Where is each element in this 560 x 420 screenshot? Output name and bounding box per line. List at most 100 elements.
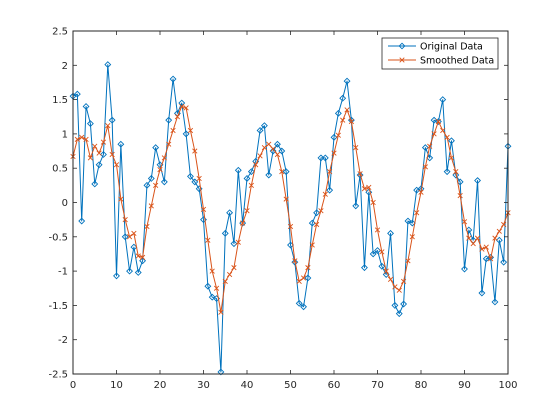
data-point-original-data — [343, 77, 351, 85]
data-point-original-data — [369, 250, 377, 258]
data-point-original-data — [86, 120, 94, 128]
data-point-original-data — [121, 233, 129, 241]
data-point-smoothed-data — [157, 166, 163, 173]
data-point-original-data — [265, 171, 273, 179]
data-point-original-data — [73, 90, 81, 98]
data-point-smoothed-data — [457, 193, 463, 199]
legend-marker-original-diamond — [398, 42, 406, 50]
data-point-smoothed-data — [479, 246, 485, 252]
data-point-smoothed-data — [218, 309, 224, 315]
data-point-original-data — [430, 116, 438, 124]
data-point-original-data — [243, 175, 251, 182]
data-point-original-data — [117, 140, 125, 148]
data-point-smoothed-data — [270, 146, 276, 152]
data-point-original-data — [361, 264, 368, 272]
data-point-smoothed-data — [461, 219, 468, 225]
data-point-original-data — [326, 186, 334, 194]
data-point-original-data — [352, 202, 360, 210]
data-point-smoothed-data — [226, 271, 233, 278]
data-point-original-data — [443, 168, 451, 176]
series-markers-smoothed-data — [70, 103, 511, 315]
data-point-original-data — [208, 293, 216, 301]
data-point-smoothed-data — [105, 123, 111, 129]
data-point-original-data — [274, 140, 281, 148]
data-point-original-data — [300, 303, 307, 311]
data-point-original-data — [130, 243, 138, 251]
data-point-original-data — [82, 103, 90, 110]
data-point-smoothed-data — [396, 287, 402, 293]
data-point-original-data — [226, 209, 234, 217]
y-tick-label: 2.5 — [52, 27, 68, 38]
data-point-smoothed-data — [257, 153, 263, 159]
data-point-smoothed-data — [418, 189, 424, 195]
y-tick-label: 0 — [62, 198, 68, 209]
data-point-smoothed-data — [379, 249, 385, 255]
data-point-original-data — [408, 219, 416, 227]
data-point-smoothed-data — [409, 234, 415, 240]
data-point-original-data — [165, 116, 173, 124]
data-point-smoothed-data — [327, 169, 333, 175]
data-point-smoothed-data — [144, 223, 150, 230]
data-point-smoothed-data — [487, 256, 494, 262]
data-point-smoothed-data — [122, 217, 128, 223]
data-point-smoothed-data — [348, 118, 355, 125]
data-point-smoothed-data — [253, 162, 259, 168]
data-point-original-data — [247, 168, 255, 176]
data-point-smoothed-data — [474, 235, 481, 241]
data-point-smoothed-data — [166, 141, 172, 147]
data-point-smoothed-data — [435, 118, 442, 125]
x-tick-label: 90 — [458, 380, 471, 391]
data-point-original-data — [108, 116, 116, 124]
data-point-original-data — [204, 282, 212, 290]
data-point-smoothed-data — [266, 141, 272, 147]
data-point-smoothed-data — [366, 184, 372, 191]
data-point-smoothed-data — [79, 134, 85, 140]
x-tick-label: 20 — [154, 380, 167, 391]
data-point-smoothed-data — [300, 275, 307, 281]
data-point-smoothed-data — [179, 103, 185, 110]
x-tick-label: 0 — [70, 380, 76, 391]
x-tick-label: 10 — [110, 380, 123, 391]
data-point-original-data — [308, 219, 316, 227]
data-point-original-data — [113, 272, 120, 280]
data-point-smoothed-data — [414, 210, 420, 216]
data-point-original-data — [160, 178, 168, 186]
data-point-original-data — [421, 144, 429, 152]
data-point-smoothed-data — [283, 196, 289, 202]
data-point-original-data — [339, 94, 347, 102]
data-point-smoothed-data — [313, 221, 320, 228]
data-point-original-data — [321, 154, 329, 162]
data-point-smoothed-data — [305, 265, 311, 271]
data-point-smoothed-data — [235, 239, 241, 245]
data-point-smoothed-data — [422, 164, 428, 170]
data-point-original-data — [78, 217, 86, 225]
data-point-smoothed-data — [200, 206, 207, 212]
data-point-smoothed-data — [205, 237, 211, 243]
data-point-smoothed-data — [222, 278, 228, 285]
data-point-original-data — [400, 300, 408, 308]
x-tick-label: 50 — [284, 380, 297, 391]
y-tick-label: -2 — [58, 335, 68, 346]
data-point-smoothed-data — [361, 186, 368, 192]
series-markers-original-data — [69, 61, 512, 376]
data-point-original-data — [91, 180, 99, 188]
data-point-original-data — [391, 301, 399, 309]
data-point-original-data — [387, 229, 394, 237]
y-tick-label: 1.5 — [52, 95, 68, 106]
data-point-smoothed-data — [318, 208, 324, 214]
data-point-original-data — [143, 181, 151, 189]
data-point-smoothed-data — [192, 148, 198, 154]
data-point-smoothed-data — [170, 127, 176, 134]
data-point-original-data — [104, 61, 112, 69]
plot-area — [73, 31, 508, 374]
data-point-smoothed-data — [209, 268, 215, 274]
data-point-original-data — [439, 96, 447, 104]
data-point-original-data — [365, 188, 373, 196]
data-point-original-data — [191, 178, 199, 186]
data-point-smoothed-data — [340, 117, 346, 123]
data-point-original-data — [304, 274, 312, 282]
data-point-smoothed-data — [427, 143, 433, 149]
data-point-smoothed-data — [383, 268, 389, 274]
data-point-smoothed-data — [331, 150, 337, 156]
